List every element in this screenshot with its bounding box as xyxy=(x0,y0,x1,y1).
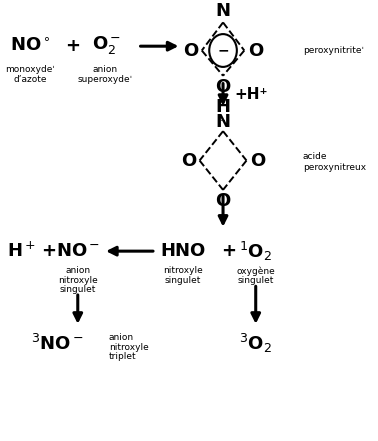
Text: singulet: singulet xyxy=(237,276,274,285)
Text: peroxynitreux: peroxynitreux xyxy=(303,162,366,172)
Text: monoxydeˈ: monoxydeˈ xyxy=(6,65,56,74)
Text: $^3$NO$^-$: $^3$NO$^-$ xyxy=(31,334,84,354)
Text: N: N xyxy=(215,113,231,131)
Text: O: O xyxy=(181,152,196,169)
Text: $^3$O$_2$: $^3$O$_2$ xyxy=(239,333,272,355)
Text: NO$^\circ$: NO$^\circ$ xyxy=(10,37,51,55)
Text: acide: acide xyxy=(303,152,327,161)
Text: H$^+$: H$^+$ xyxy=(7,242,36,261)
Text: N: N xyxy=(215,2,231,20)
Text: H: H xyxy=(215,98,231,116)
Text: anion: anion xyxy=(65,266,90,275)
Text: nitroxyle: nitroxyle xyxy=(108,343,149,351)
Text: O: O xyxy=(215,78,231,96)
Text: anion: anion xyxy=(93,65,118,74)
Text: triplet: triplet xyxy=(108,352,136,361)
Text: +: + xyxy=(65,37,80,55)
Text: +: + xyxy=(41,242,56,260)
Text: O: O xyxy=(215,192,231,210)
Text: +H⁺: +H⁺ xyxy=(234,87,267,102)
Text: $^1$O$_2$: $^1$O$_2$ xyxy=(239,239,272,263)
Text: singulet: singulet xyxy=(165,276,201,285)
Text: superoxydeˈ: superoxydeˈ xyxy=(77,75,133,84)
Text: singulet: singulet xyxy=(60,285,96,294)
Text: d’azote: d’azote xyxy=(14,75,47,84)
Text: +: + xyxy=(221,242,236,260)
Text: −: − xyxy=(217,44,229,57)
Text: peroxynitriteˈ: peroxynitriteˈ xyxy=(303,46,364,55)
Text: oxygène: oxygène xyxy=(236,266,275,276)
Text: nitroxyle: nitroxyle xyxy=(163,266,203,275)
Text: HNO: HNO xyxy=(161,242,206,260)
Text: anion: anion xyxy=(108,333,134,342)
Text: O: O xyxy=(183,41,198,60)
Text: O: O xyxy=(248,41,263,60)
Text: O: O xyxy=(250,152,265,169)
Text: ··: ·· xyxy=(219,116,227,126)
Text: nitroxyle: nitroxyle xyxy=(58,276,98,285)
Text: NO$^-$: NO$^-$ xyxy=(56,242,100,260)
Text: O$_2^-$: O$_2^-$ xyxy=(92,34,121,56)
